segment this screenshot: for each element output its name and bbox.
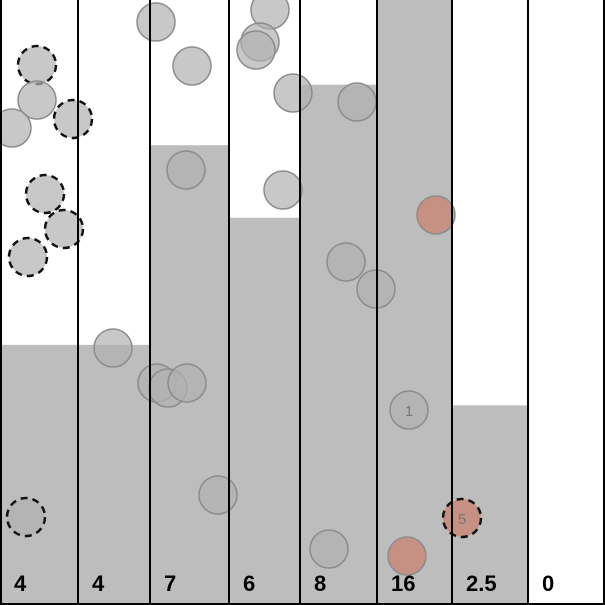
ball-circle: [24, 173, 66, 215]
column-label-4: 6: [243, 571, 255, 596]
column-label-8: 0: [542, 571, 554, 596]
ball-circle: [52, 98, 94, 140]
ball-27[interactable]: 1: [389, 390, 429, 430]
ball-circle: [5, 496, 47, 538]
ball-20[interactable]: [273, 73, 313, 113]
ball-number: 1: [405, 403, 413, 420]
ball-1[interactable]: [16, 44, 58, 86]
ball-5[interactable]: [24, 173, 66, 215]
ball-circle: [17, 80, 57, 120]
ball-9[interactable]: [93, 328, 133, 368]
ball-circle: [263, 170, 303, 210]
column-label-5: 8: [314, 571, 326, 596]
ball-3[interactable]: [0, 108, 32, 148]
ball-circle: [198, 475, 238, 515]
column-label-1: 4: [14, 571, 27, 596]
ball-circle: [93, 328, 133, 368]
ball-circle: [273, 73, 313, 113]
ball-circle: [136, 2, 176, 42]
ball-13[interactable]: [198, 475, 238, 515]
ball-circle: [309, 529, 349, 569]
ball-23[interactable]: [326, 242, 366, 282]
ball-24[interactable]: [309, 529, 349, 569]
column-fill-1: [0, 344, 78, 605]
ball-19[interactable]: [236, 30, 276, 70]
column-label-7: 2.5: [466, 571, 497, 596]
column-label-2: 4: [92, 571, 105, 596]
ball-15[interactable]: [172, 46, 212, 86]
ball-circle: [337, 82, 377, 122]
ball-22[interactable]: [337, 82, 377, 122]
ball-circle: [16, 44, 58, 86]
ball-6[interactable]: [43, 208, 85, 250]
ball-circle: [167, 363, 207, 403]
ball-7[interactable]: [7, 236, 49, 278]
red-ball-circle: [387, 536, 427, 576]
ball-number: 5: [458, 511, 466, 528]
ball-29[interactable]: 5: [441, 497, 483, 539]
column-fill-5: [300, 84, 377, 605]
ball-circle: [236, 30, 276, 70]
ball-circle: [0, 108, 32, 148]
column-label-3: 7: [164, 571, 176, 596]
ball-8[interactable]: [5, 496, 47, 538]
column-fill-4: [229, 217, 300, 605]
ball-4[interactable]: [52, 98, 94, 140]
ball-26[interactable]: [416, 195, 456, 235]
ball-circle: [172, 46, 212, 86]
ball-circle: [326, 242, 366, 282]
ball-circle: [166, 150, 206, 190]
red-ball-circle: [416, 195, 456, 235]
ball-circle: [43, 208, 85, 250]
ball-circle: [7, 236, 49, 278]
ball-21[interactable]: [263, 170, 303, 210]
ball-14[interactable]: [136, 2, 176, 42]
ball-16[interactable]: [166, 150, 206, 190]
ball-12[interactable]: [167, 363, 207, 403]
ball-28[interactable]: [387, 536, 427, 576]
ball-circle: [389, 390, 429, 430]
column-label-6: 16: [391, 571, 415, 596]
ball-2[interactable]: [17, 80, 57, 120]
